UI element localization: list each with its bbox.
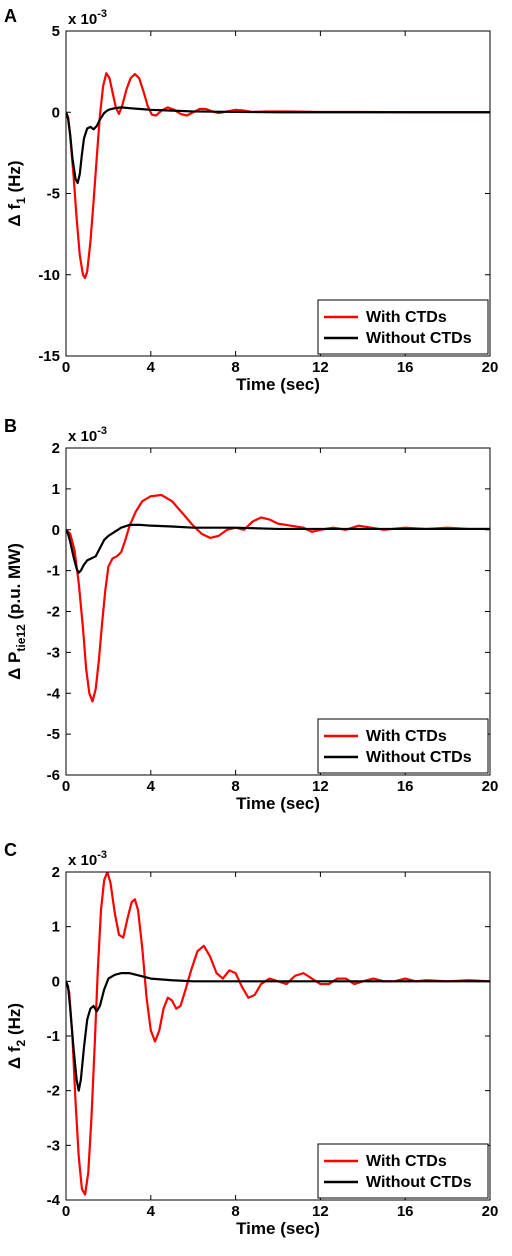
x-tick-label: 8 <box>231 778 239 795</box>
x-axis-label: Time (sec) <box>236 794 320 813</box>
axis-exponent-label: x 10-3 <box>68 425 107 445</box>
series-line-without-ctds <box>66 523 490 574</box>
y-tick-label: -5 <box>47 186 60 203</box>
y-label-unit: (Hz) <box>5 1003 24 1040</box>
legend-entry-label: Without CTDs <box>366 330 472 347</box>
x-tick-label: 16 <box>397 1203 414 1220</box>
y-label-main: Δ f <box>5 1046 24 1069</box>
y-label-main: Δ P <box>5 652 24 680</box>
y-tick-label: 0 <box>52 104 60 121</box>
exponent-power: -3 <box>97 425 107 437</box>
x-tick-label: 8 <box>231 1203 239 1220</box>
x-tick-label: 20 <box>482 778 499 795</box>
y-label-unit: (p.u. MW) <box>5 543 24 624</box>
exponent-power: -3 <box>97 849 107 861</box>
legend-box <box>317 718 489 774</box>
y-tick-label: -1 <box>47 563 60 580</box>
y-axis-label: Δ f2 (Hz) <box>5 1003 28 1069</box>
panel-letter: A <box>4 6 17 26</box>
legend-entry-label: Without CTDs <box>366 749 472 766</box>
y-tick-label: -3 <box>47 644 60 661</box>
exponent-base: x 10 <box>68 11 97 28</box>
panel-letter: C <box>4 840 17 860</box>
exponent-base: x 10 <box>68 852 97 869</box>
legend-entry-label: With CTDs <box>366 1153 447 1170</box>
legend: With CTDs Without CTDs <box>317 718 489 774</box>
legend: With CTDs Without CTDs <box>317 1143 489 1199</box>
y-tick-label: 2 <box>52 864 60 881</box>
y-tick-label: -5 <box>47 726 60 743</box>
legend: With CTDs Without CTDs <box>317 299 489 355</box>
y-tick-label: -15 <box>38 348 60 365</box>
y-tick-label: -1 <box>47 1028 60 1045</box>
x-tick-label: 20 <box>482 1203 499 1220</box>
x-axis-label: Time (sec) <box>236 375 320 394</box>
x-tick-label: 20 <box>482 359 499 376</box>
x-tick-label: 16 <box>397 778 414 795</box>
axis-exponent-label: x 10-3 <box>68 849 107 869</box>
exponent-power: -3 <box>97 8 107 20</box>
y-tick-label: -4 <box>47 685 61 702</box>
y-tick-label: 5 <box>52 23 60 40</box>
y-label-subscript: 2 <box>14 1039 28 1046</box>
x-tick-label: 0 <box>62 359 70 376</box>
y-tick-label: -2 <box>47 1083 60 1100</box>
y-tick-label: -3 <box>47 1137 60 1154</box>
y-tick-label: 0 <box>52 973 60 990</box>
y-label-unit: (Hz) <box>5 160 24 197</box>
x-tick-label: 4 <box>147 359 156 376</box>
x-axis-label: Time (sec) <box>236 1219 320 1238</box>
axis-exponent-label: x 10-3 <box>68 8 107 28</box>
legend-entry-label: Without CTDs <box>366 1174 472 1191</box>
y-tick-label: 1 <box>52 919 60 936</box>
y-tick-label: -6 <box>47 767 60 784</box>
y-tick-label: -2 <box>47 604 60 621</box>
legend-entry-label: With CTDs <box>366 309 447 326</box>
legend-box <box>317 299 489 355</box>
y-tick-label: 0 <box>52 522 60 539</box>
x-tick-label: 16 <box>397 359 414 376</box>
x-tick-label: 0 <box>62 778 70 795</box>
series-line-without-ctds <box>66 972 490 1092</box>
x-tick-label: 8 <box>231 359 239 376</box>
y-label-main: Δ f <box>5 204 24 227</box>
x-tick-label: 12 <box>312 1203 329 1220</box>
y-tick-label: 2 <box>52 440 60 457</box>
series-line-with-ctds <box>66 72 490 280</box>
x-tick-label: 4 <box>147 778 156 795</box>
x-tick-label: 0 <box>62 1203 70 1220</box>
x-tick-label: 12 <box>312 359 329 376</box>
exponent-base: x 10 <box>68 428 97 445</box>
y-axis-label: Δ f1 (Hz) <box>5 160 28 226</box>
y-tick-label: -4 <box>47 1192 61 1209</box>
legend-entry-label: With CTDs <box>366 728 447 745</box>
panel-letter: B <box>4 416 17 436</box>
y-axis-label: Δ Ptie12 (p.u. MW) <box>5 543 28 680</box>
y-tick-label: -10 <box>38 267 60 284</box>
x-tick-label: 4 <box>147 1203 156 1220</box>
y-label-subscript: tie12 <box>14 624 28 652</box>
y-label-subscript: 1 <box>14 197 28 204</box>
legend-box <box>317 1143 489 1199</box>
y-tick-label: 1 <box>52 481 60 498</box>
series-line-without-ctds <box>66 106 490 185</box>
x-tick-label: 12 <box>312 778 329 795</box>
